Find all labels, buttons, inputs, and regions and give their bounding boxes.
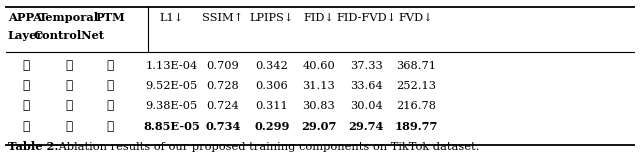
Text: 216.78: 216.78	[396, 101, 436, 111]
Text: 0.299: 0.299	[254, 121, 290, 132]
Text: 252.13: 252.13	[396, 81, 436, 91]
Text: 33.64: 33.64	[349, 81, 383, 91]
Text: FID↓: FID↓	[303, 13, 334, 23]
Text: ✓: ✓	[22, 79, 29, 92]
Text: ✓: ✓	[65, 99, 73, 113]
Text: ✗: ✗	[106, 59, 114, 72]
Text: 0.728: 0.728	[206, 81, 239, 91]
Text: APPA: APPA	[8, 12, 43, 23]
Text: ControlNet: ControlNet	[34, 30, 104, 41]
Text: 368.71: 368.71	[396, 61, 436, 71]
Text: ✓: ✓	[106, 120, 114, 133]
Text: 8.85E-05: 8.85E-05	[143, 121, 200, 132]
Text: SSIM↑: SSIM↑	[202, 13, 243, 23]
Text: 0.342: 0.342	[255, 61, 289, 71]
Text: ✓: ✓	[22, 99, 29, 113]
Text: 30.83: 30.83	[302, 101, 335, 111]
Text: 31.13: 31.13	[302, 81, 335, 91]
Text: ✗: ✗	[22, 59, 29, 72]
Text: 9.38E-05: 9.38E-05	[145, 101, 198, 111]
Text: PTM: PTM	[95, 12, 125, 23]
Text: 9.52E-05: 9.52E-05	[145, 81, 198, 91]
Text: FID-FVD↓: FID-FVD↓	[336, 13, 396, 23]
Text: 0.734: 0.734	[205, 121, 241, 132]
Text: Temporal: Temporal	[39, 12, 99, 23]
Text: ✗: ✗	[106, 79, 114, 92]
Text: 0.724: 0.724	[206, 101, 239, 111]
Text: 189.77: 189.77	[394, 121, 438, 132]
Text: Ablation results of our proposed training components on TikTok dataset.: Ablation results of our proposed trainin…	[55, 142, 479, 152]
Text: 37.33: 37.33	[349, 61, 383, 71]
Text: FVD↓: FVD↓	[399, 13, 433, 23]
Text: Layer: Layer	[8, 30, 44, 41]
Text: ✓: ✓	[65, 120, 73, 133]
Text: 0.311: 0.311	[255, 101, 289, 111]
Text: L1↓: L1↓	[159, 13, 184, 23]
Text: ✗: ✗	[65, 79, 73, 92]
Text: LPIPS↓: LPIPS↓	[250, 13, 294, 23]
Text: ✗: ✗	[65, 59, 73, 72]
Text: ✓: ✓	[22, 120, 29, 133]
Text: 0.709: 0.709	[206, 61, 239, 71]
Text: 1.13E-04: 1.13E-04	[145, 61, 198, 71]
Text: Table 2:: Table 2:	[8, 141, 58, 152]
Text: 29.74: 29.74	[348, 121, 384, 132]
Text: 29.07: 29.07	[301, 121, 337, 132]
Text: 0.306: 0.306	[255, 81, 289, 91]
Text: 40.60: 40.60	[302, 61, 335, 71]
Text: ✗: ✗	[106, 99, 114, 113]
Text: 30.04: 30.04	[349, 101, 383, 111]
